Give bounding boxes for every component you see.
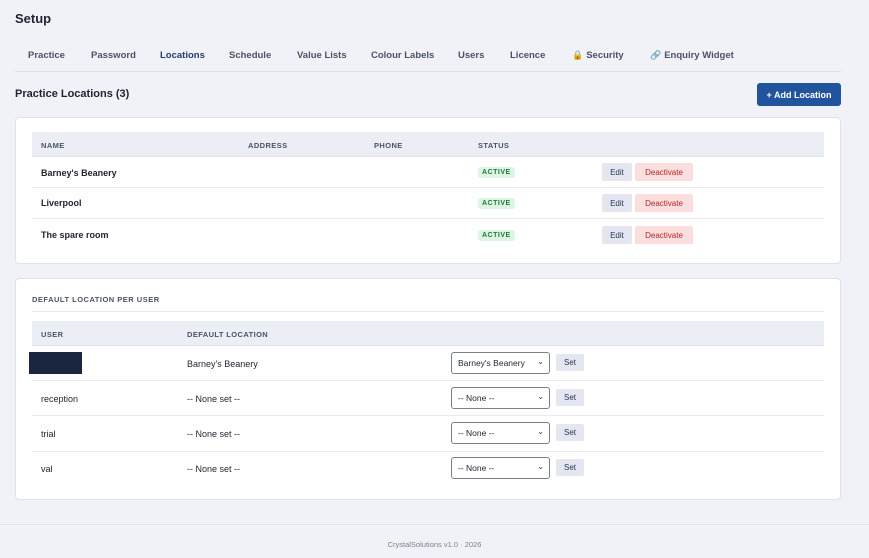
chevron-down-icon: ⌄ (537, 427, 544, 436)
chevron-down-icon: ⌄ (537, 357, 544, 366)
tab-locations[interactable]: Locations (160, 50, 205, 61)
table-row: Barney's Beanery Barney's Beanery ⌄ Set (29, 346, 824, 381)
tab-value-lists[interactable]: Value Lists (297, 50, 347, 61)
location-name: The spare room (41, 230, 109, 240)
locations-card: NAME ADDRESS PHONE STATUS Barney's Beane… (15, 117, 841, 264)
lock-icon: 🔒 (572, 50, 584, 60)
column-header-phone: PHONE (374, 141, 403, 150)
table-row: trial -- None set -- -- None -- ⌄ Set (32, 416, 824, 452)
add-location-button[interactable]: + Add Location (757, 83, 841, 106)
username: trial (41, 429, 56, 439)
status-badge: ACTIVE (478, 167, 515, 178)
footer-divider (0, 524, 869, 525)
tab-users[interactable]: Users (458, 50, 485, 61)
deactivate-button[interactable]: Deactivate (635, 163, 693, 181)
page-title: Setup (15, 11, 52, 26)
column-header-status: STATUS (478, 141, 510, 150)
table-row: val -- None set -- -- None -- ⌄ Set (32, 452, 824, 486)
footer-text: CrystalSolutions v1.0 · 2026 (387, 540, 482, 549)
tab-colour-labels[interactable]: Colour Labels (371, 50, 435, 61)
column-header-address: ADDRESS (248, 141, 288, 150)
chevron-down-icon: ⌄ (537, 392, 544, 401)
divider (32, 311, 824, 312)
default-location-value: -- None set -- (187, 464, 241, 474)
deactivate-button[interactable]: Deactivate (635, 226, 693, 244)
defaults-table-header: USER DEFAULT LOCATION (32, 321, 824, 346)
default-location-value: -- None set -- (187, 394, 241, 404)
link-icon: 🔗 (650, 50, 662, 60)
column-header-default-location: DEFAULT LOCATION (187, 330, 269, 339)
username: reception (41, 394, 79, 404)
location-name: Liverpool (41, 198, 82, 208)
table-row: The spare room ACTIVE Edit Deactivate (32, 219, 824, 251)
set-button[interactable]: Set (556, 424, 584, 441)
username: val (41, 464, 53, 474)
default-location-card: DEFAULT LOCATION PER USER USER DEFAULT L… (15, 278, 841, 500)
status-badge: ACTIVE (478, 230, 515, 241)
tab-practice[interactable]: Practice (28, 50, 65, 61)
card-title: DEFAULT LOCATION PER USER (32, 295, 160, 304)
location-select[interactable]: -- None -- ⌄ (451, 457, 550, 479)
tab-licence[interactable]: Licence (510, 50, 546, 61)
set-button[interactable]: Set (556, 354, 584, 371)
location-select[interactable]: -- None -- ⌄ (451, 387, 550, 409)
redacted-username (29, 352, 82, 374)
chevron-down-icon: ⌄ (537, 462, 544, 471)
table-row: Barney's Beanery ACTIVE Edit Deactivate (32, 157, 824, 188)
edit-button[interactable]: Edit (602, 163, 632, 181)
deactivate-button[interactable]: Deactivate (635, 194, 693, 212)
section-title: Practice Locations (3) (15, 88, 130, 100)
location-name: Barney's Beanery (41, 168, 117, 178)
table-row: Liverpool ACTIVE Edit Deactivate (32, 188, 824, 219)
edit-button[interactable]: Edit (602, 226, 632, 244)
tab-enquiry-widget[interactable]: 🔗 Enquiry Widget (650, 50, 734, 61)
status-badge: ACTIVE (478, 198, 515, 209)
set-button[interactable]: Set (556, 389, 584, 406)
set-button[interactable]: Set (556, 459, 584, 476)
table-row: reception -- None set -- -- None -- ⌄ Set (32, 381, 824, 416)
default-location-value: Barney's Beanery (187, 359, 258, 369)
tab-password[interactable]: Password (91, 50, 136, 61)
tab-schedule[interactable]: Schedule (229, 50, 272, 61)
tab-bar: Practice Password Locations Schedule Val… (15, 40, 841, 72)
column-header-user: USER (41, 330, 64, 339)
location-select[interactable]: -- None -- ⌄ (451, 422, 550, 444)
locations-table-header: NAME ADDRESS PHONE STATUS (32, 132, 824, 157)
tab-security[interactable]: 🔒 Security (572, 50, 624, 61)
edit-button[interactable]: Edit (602, 194, 632, 212)
default-location-value: -- None set -- (187, 429, 241, 439)
column-header-name: NAME (41, 141, 65, 150)
location-select[interactable]: Barney's Beanery ⌄ (451, 352, 550, 374)
